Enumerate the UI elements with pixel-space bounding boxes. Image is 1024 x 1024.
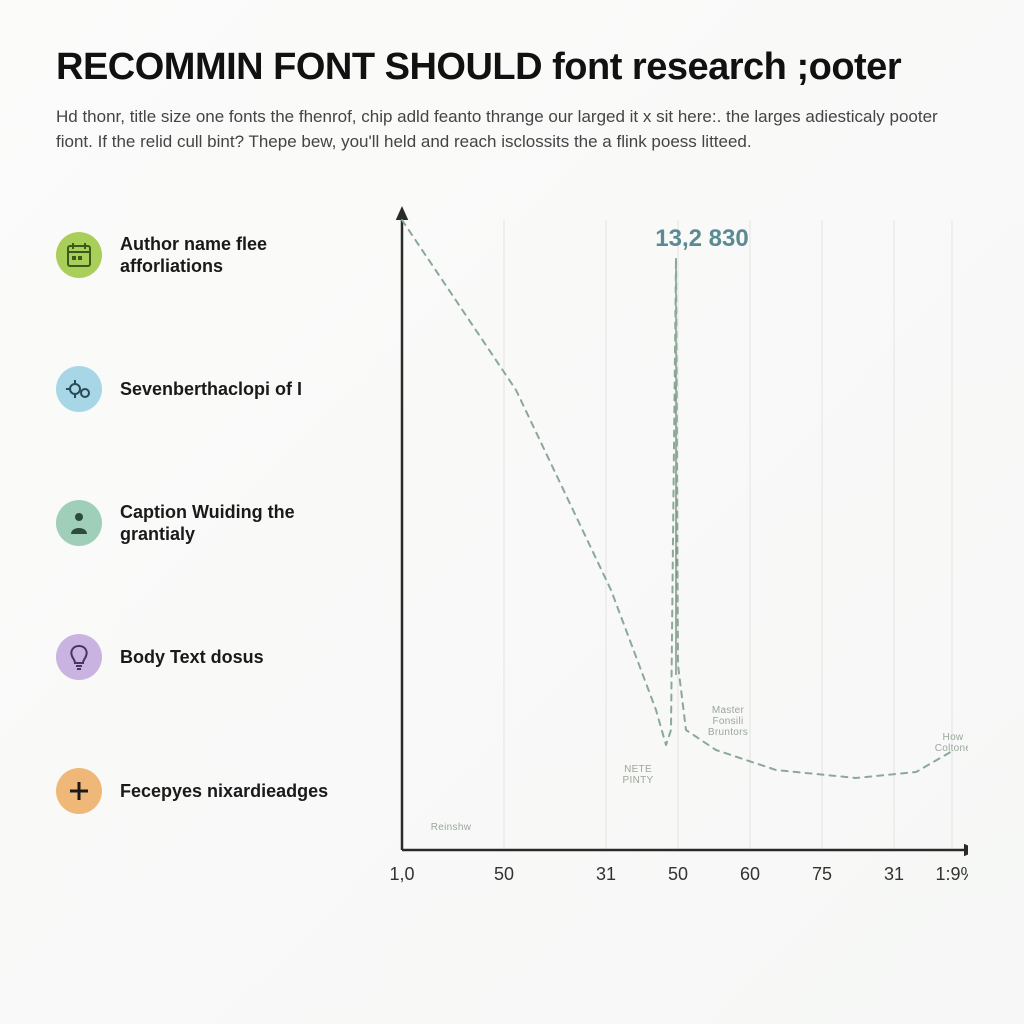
chart-annotation: Bruntors <box>708 727 748 738</box>
legend-item-label: Body Text dosus <box>120 646 264 669</box>
chart-annotation: Reinshw <box>431 822 472 833</box>
legend-item-label: Caption Wuiding the grantialy <box>120 501 330 546</box>
title-part-1: Recommin Font Should <box>56 46 542 88</box>
x-tick-label: 60 <box>740 864 760 884</box>
title-part-3: ;ooter <box>796 46 901 88</box>
page-title: Recommin Font Should font research ;oote… <box>56 48 968 88</box>
page-subtitle: Hd thonr, title size one fonts the fhenr… <box>56 105 956 154</box>
bulb-icon <box>56 634 102 680</box>
x-tick-label: 31 <box>884 864 904 884</box>
plus-icon <box>56 768 102 814</box>
chart-annotation: Coltone <box>935 743 968 754</box>
gears-icon <box>56 366 102 412</box>
legend-item-label: Sevenberthaclopi of I <box>120 378 302 401</box>
legend-item: Fecepyes nixardieadges <box>56 768 356 814</box>
legend-item: Body Text dosus <box>56 634 356 680</box>
legend: Author name flee afforliations Sevenberth… <box>56 190 356 910</box>
legend-item: Author name flee afforliations <box>56 232 356 278</box>
x-tick-label: 1,0 <box>389 864 414 884</box>
chart-annotation: NETE <box>624 764 652 775</box>
x-tick-label: 75 <box>812 864 832 884</box>
chart-annotation: Master <box>712 705 745 716</box>
x-tick-label: 50 <box>494 864 514 884</box>
legend-item: Sevenberthaclopi of I <box>56 366 356 412</box>
chart: 1,0 50 31 50 60 75 31 1:9% 13,2 830 Reinshw NETEPI… <box>356 190 968 910</box>
legend-item: Caption Wuiding the grantialy <box>56 500 356 546</box>
callout-value: 13,2 830 <box>655 225 748 252</box>
calendar-icon <box>56 232 102 278</box>
chart-annotation: Fonsili <box>713 716 744 727</box>
x-tick-label: 31 <box>596 864 616 884</box>
x-axis-arrow-icon <box>964 844 968 857</box>
legend-item-label: Fecepyes nixardieadges <box>120 780 328 803</box>
legend-item-label: Author name flee afforliations <box>120 233 330 278</box>
chart-annotation: How <box>943 732 964 743</box>
x-tick-label: 50 <box>668 864 688 884</box>
y-axis-arrow-icon <box>396 206 409 220</box>
x-tick-label: 1:9% <box>935 864 968 884</box>
person-icon <box>56 500 102 546</box>
chart-annotation: PINTY <box>623 775 654 786</box>
title-part-2: font research <box>552 46 786 88</box>
